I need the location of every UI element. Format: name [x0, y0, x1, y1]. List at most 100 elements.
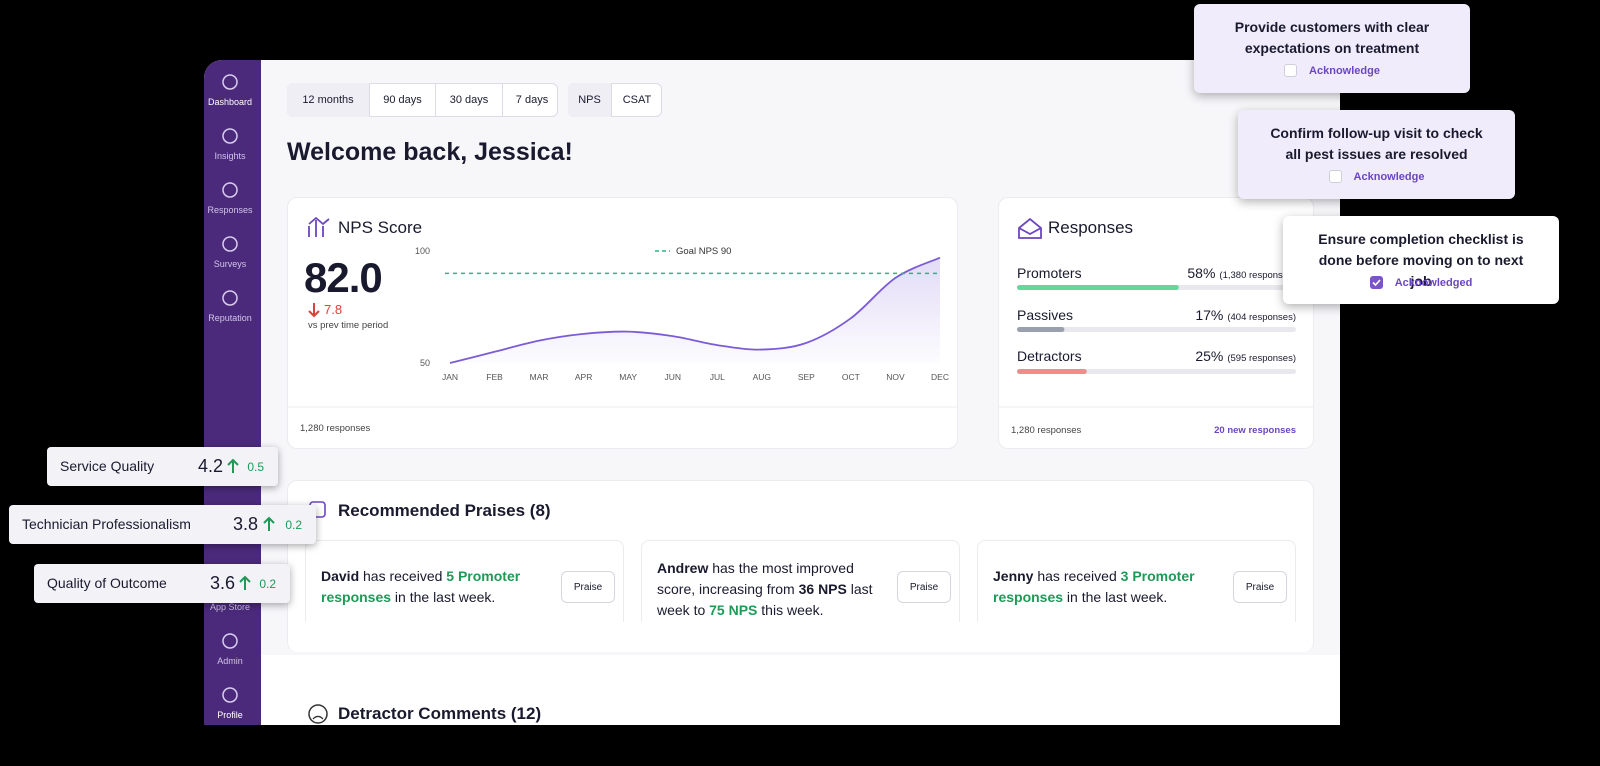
- section-title: Recommended Praises (8): [338, 501, 551, 520]
- checkbox[interactable]: [1284, 64, 1298, 77]
- task-action: Acknowledge: [1194, 64, 1470, 77]
- checkbox[interactable]: [1328, 170, 1342, 183]
- period-label: 90 days: [383, 94, 422, 106]
- praise-button-label: Praise: [1245, 581, 1275, 593]
- metric-card: Quality of Outcome 3.6 0.2: [34, 564, 290, 603]
- response-value: 58% (1,380 responses): [1100, 265, 1296, 281]
- arrow-icon: [263, 516, 275, 531]
- checkbox[interactable]: [1369, 276, 1383, 289]
- sidebar: [204, 60, 261, 725]
- metric-change: 0.2: [285, 518, 302, 532]
- bar: [1017, 327, 1065, 332]
- x-tick-label: APR: [575, 372, 592, 382]
- x-tick-label: JAN: [442, 372, 458, 382]
- metric-tab[interactable]: CSAT: [611, 83, 662, 117]
- response-pct: 17%: [1195, 306, 1224, 323]
- nav-item[interactable]: Admin: [217, 656, 243, 666]
- metric-name: Quality of Outcome: [47, 575, 167, 591]
- nav-item[interactable]: App Store: [210, 602, 250, 612]
- lower-band: [261, 655, 1340, 725]
- arrow-icon: [227, 458, 239, 473]
- section-title: Detractor Comments (12): [338, 704, 542, 723]
- nps-change-note: vs prev time period: [308, 320, 389, 331]
- praise-button[interactable]: Praise: [1233, 571, 1287, 603]
- task-action-label[interactable]: Acknowledge: [1309, 64, 1380, 77]
- response-name: Detractors: [1017, 348, 1082, 364]
- card-title: Responses: [1048, 218, 1134, 237]
- x-tick-label: DEC: [931, 372, 949, 382]
- response-value: 17% (404 responses): [1100, 307, 1296, 323]
- period-label: 12 months: [302, 94, 354, 106]
- nav-item[interactable]: Profile: [217, 710, 243, 720]
- period-tab[interactable]: 90 days: [369, 83, 435, 117]
- card-footer: 1,280 responses: [1011, 425, 1082, 436]
- praise-button-label: Praise: [909, 581, 939, 593]
- x-tick-label: MAR: [530, 372, 549, 382]
- period-tab[interactable]: 7 days: [502, 83, 561, 117]
- response-count: (595 responses): [1227, 353, 1296, 364]
- task-card: Provide customers with clear expectation…: [1194, 4, 1470, 93]
- card-title: NPS Score: [338, 218, 423, 237]
- metric-change: 0.5: [247, 460, 264, 474]
- period-label: 7 days: [515, 94, 549, 106]
- metric-tab[interactable]: NPS: [568, 83, 611, 117]
- sad-icon: [308, 704, 328, 724]
- praise-button[interactable]: Praise: [897, 571, 951, 603]
- bar: [1017, 285, 1179, 290]
- x-tick-label: OCT: [842, 372, 860, 382]
- nav-icon: [222, 290, 238, 306]
- area-fill: [450, 257, 940, 363]
- praise-button[interactable]: Praise: [561, 571, 615, 603]
- x-tick-label: NOV: [886, 372, 905, 382]
- period-tab[interactable]: 12 months: [287, 83, 369, 117]
- arrow-icon: [263, 516, 275, 531]
- line: [449, 256, 941, 364]
- nav-item[interactable]: Surveys: [214, 259, 247, 269]
- metric-score: 3.8: [232, 514, 258, 534]
- praise-text-part: David: [321, 568, 360, 584]
- praise-text-part: last week to: [657, 581, 873, 618]
- nav-item[interactable]: Insights: [214, 151, 246, 161]
- bar-track: [1017, 369, 1296, 374]
- task-action: Acknowledged: [1283, 276, 1559, 289]
- page-title: Welcome back, Jessica!: [287, 138, 573, 166]
- task-action: Acknowledge: [1238, 170, 1515, 183]
- new-responses-link[interactable]: 20 new responses: [1214, 425, 1296, 436]
- task-action-label[interactable]: Acknowledged: [1394, 276, 1473, 289]
- task-action-label[interactable]: Acknowledge: [1353, 170, 1425, 183]
- metric-score: 3.6: [209, 573, 235, 593]
- sad-mouth: [312, 715, 324, 720]
- praise-text: Andrew has the most improved score, incr…: [657, 558, 882, 621]
- x-tick-label: AUG: [753, 372, 771, 382]
- response-value: 25% (595 responses): [1100, 348, 1296, 364]
- nav-icon: [222, 182, 238, 198]
- metric-change: 0.2: [259, 577, 276, 591]
- response-name: Passives: [1017, 306, 1074, 323]
- task-text: Provide customers with clear expectation…: [1234, 19, 1430, 56]
- x-tick-label: MAY: [619, 372, 637, 382]
- response-count: (1,380 responses): [1219, 270, 1296, 281]
- praise-text: Jenny has received 3 Promoter responses …: [993, 566, 1218, 608]
- praise-text-part: Andrew: [657, 560, 709, 576]
- nav-icon: [222, 687, 238, 703]
- period-tab[interactable]: 30 days: [435, 83, 502, 117]
- nav-item[interactable]: Dashboard: [208, 97, 252, 107]
- response-count: (404 responses): [1227, 311, 1296, 323]
- task-card: Confirm follow-up visit to check all pes…: [1238, 110, 1515, 199]
- praise-text-part: has received: [359, 568, 447, 584]
- x-tick-label: JUL: [710, 372, 725, 382]
- nav-item[interactable]: Responses: [207, 205, 253, 215]
- nav-icon: [222, 74, 238, 90]
- y-tick-label: 100: [415, 246, 430, 256]
- card-footer: 1,280 responses: [300, 423, 371, 434]
- nav-icon: [222, 633, 238, 649]
- nav-item[interactable]: Reputation: [208, 313, 252, 323]
- response-pct: 25%: [1195, 348, 1224, 364]
- praise-text: David has received 5 Promoter responses …: [321, 566, 546, 608]
- metric-card: Technician Professionalism 3.8 0.2: [9, 505, 316, 544]
- praise-text-part: 36 NPS: [798, 581, 847, 597]
- period-label: 30 days: [449, 94, 489, 106]
